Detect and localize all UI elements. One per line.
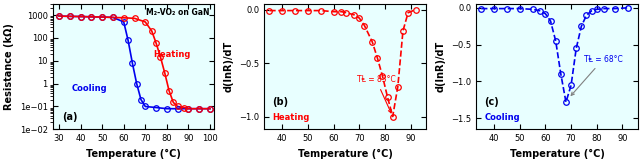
Y-axis label: Resistance (kΩ): Resistance (kΩ)	[4, 23, 14, 110]
Text: TⱠ = 83°C: TⱠ = 83°C	[357, 75, 395, 113]
Text: Cooling: Cooling	[484, 113, 520, 122]
Text: (a): (a)	[62, 112, 78, 122]
Y-axis label: d(lnR)/dT: d(lnR)/dT	[435, 41, 446, 92]
Y-axis label: d(lnR)/dT: d(lnR)/dT	[224, 41, 234, 92]
Text: Heating: Heating	[153, 50, 190, 59]
X-axis label: Temperature (°C): Temperature (°C)	[510, 149, 604, 159]
Text: Cooling: Cooling	[72, 83, 108, 93]
X-axis label: Temperature (°C): Temperature (°C)	[86, 149, 181, 159]
Text: TⱠ = 68°C: TⱠ = 68°C	[571, 55, 623, 95]
X-axis label: Temperature (°C): Temperature (°C)	[298, 149, 393, 159]
Text: (c): (c)	[484, 97, 499, 107]
Text: M₂-VO₂ on GaN: M₂-VO₂ on GaN	[146, 8, 209, 17]
Text: (b): (b)	[272, 97, 288, 107]
Text: Heating: Heating	[272, 113, 310, 122]
